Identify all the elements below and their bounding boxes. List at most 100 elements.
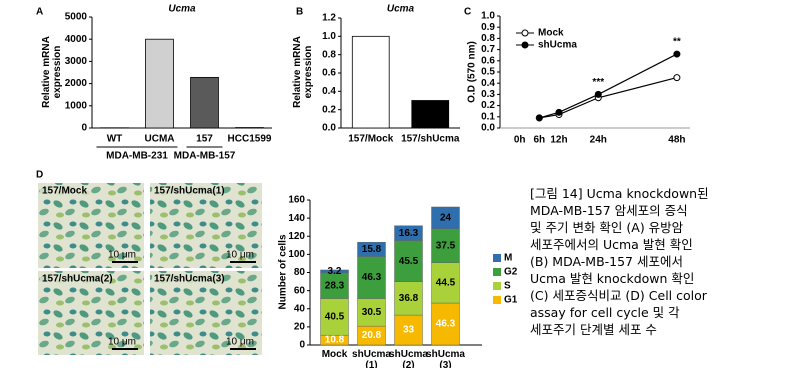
annotation: ** [673, 37, 681, 48]
bar-segment [320, 298, 349, 336]
legend-label: G2 [504, 267, 518, 278]
y-tick-label: 2000 [65, 78, 88, 89]
bar-segment [357, 241, 386, 257]
point [594, 90, 602, 98]
legend-label: M [504, 253, 512, 264]
data-label: 3.2 [328, 266, 342, 277]
x-tick-label: shUcma (2) [389, 349, 428, 368]
x-tick-label: Mock [321, 349, 348, 360]
y-tick-label: 0.9 [481, 22, 495, 33]
caption-line: MDA-MB-157 암세포의 증식 [530, 203, 688, 218]
data-label: 10.8 [325, 335, 345, 346]
scale-label: 10 μm [108, 337, 136, 348]
y-axis-label: Number of cells [277, 234, 289, 310]
bar-segment [431, 206, 460, 229]
bar-segment [394, 281, 423, 316]
data-label: 30.5 [362, 307, 382, 318]
legend-swatch [493, 282, 501, 290]
data-label: 46.3 [362, 272, 382, 283]
y-tick-label: 1.0 [481, 11, 495, 22]
label-bg [40, 273, 110, 285]
bar-segment [357, 256, 386, 299]
x-tick-label: 157 [196, 134, 213, 145]
caption-line: (C) 세포증식비교 (D) Cell color [530, 288, 707, 303]
legend-label: S [504, 281, 511, 292]
point [555, 108, 563, 116]
legend-label: Mock [538, 28, 564, 39]
data-label: 20.8 [362, 330, 382, 341]
x-tick-label: UCMA [145, 134, 175, 145]
y-tick-label: 120 [288, 231, 305, 242]
label-bg [152, 185, 224, 197]
bar-segment [320, 269, 349, 274]
bar-segment [357, 298, 386, 327]
x-tick-label: shUcma (3) [426, 349, 465, 368]
data-label: 15.8 [362, 244, 382, 255]
chart-title: Ucma [168, 4, 196, 15]
data-label: 44.5 [436, 278, 456, 289]
legend-swatch [493, 254, 501, 262]
y-tick-label: 0.3 [481, 89, 495, 100]
micrograph-group: 157/Mock 157/shUcma(1) 157/shUcma(2) 157… [38, 183, 262, 355]
caption-line: assay for cell cycle 및 각 [530, 305, 680, 320]
label-bg [40, 185, 90, 197]
scale-label: 10 μm [226, 250, 254, 261]
micrograph-label: 157/shUcma(2) [42, 274, 113, 285]
data-label: 24 [440, 212, 452, 223]
bar [411, 100, 450, 129]
label-bg [152, 273, 224, 285]
bar-segment [394, 225, 423, 241]
panel-letter: B [296, 7, 303, 18]
point [535, 114, 543, 122]
x-tick-label: WT [107, 134, 123, 145]
data-label: 33 [403, 325, 415, 336]
y-tick-label: 0.4 [322, 86, 336, 97]
caption-line: 세포주기 단계별 세포 수 [530, 322, 657, 337]
panel-letter: A [36, 7, 43, 18]
x-tick-label: 6h [533, 135, 545, 146]
y-axis-label: O.D (570 nm) [466, 41, 478, 103]
bar-segment [394, 314, 423, 346]
chart-title: Ucma [387, 4, 415, 15]
micrograph-label: 157/Mock [42, 186, 87, 197]
y-axis-label: Relative mRNA expression [41, 36, 63, 108]
y-tick-label: 80 [294, 267, 306, 278]
y-tick-label: 0.5 [481, 67, 495, 78]
bar-segment [431, 302, 460, 346]
y-tick-label: 0.2 [481, 100, 495, 111]
legend-marker [521, 29, 529, 37]
y-tick-label: 0.2 [322, 104, 336, 115]
scale-label: 10 μm [226, 337, 254, 348]
data-label: 36.8 [399, 293, 419, 304]
x-tick-label: 12h [550, 135, 567, 146]
y-tick-label: 0.8 [481, 33, 495, 44]
y-tick-label: 140 [288, 213, 305, 224]
micrograph [150, 183, 262, 268]
y-tick-label: 40 [294, 303, 306, 314]
data-label: 46.3 [436, 319, 456, 330]
x-tick-label: HCC1599 [228, 134, 272, 145]
y-tick-label: 0.0 [322, 123, 336, 134]
y-tick-label: 1000 [65, 100, 88, 111]
caption-line: 세포주에서의 Ucma 발현 확인 [530, 237, 693, 252]
y-tick-label: 0.6 [481, 55, 495, 66]
bar [145, 38, 174, 129]
data-label: 40.5 [325, 312, 345, 323]
panel-letter: D [36, 170, 43, 181]
y-tick-label: 1.0 [322, 31, 336, 42]
y-tick-label: 60 [294, 285, 306, 296]
point [673, 74, 681, 82]
y-tick-label: 160 [288, 195, 305, 206]
micrograph-label: 157/shUcma(3) [154, 274, 225, 285]
micrograph-label: 157/shUcma(1) [154, 186, 225, 197]
y-tick-label: 4000 [65, 34, 88, 45]
y-tick-label: 0.4 [481, 78, 495, 89]
y-tick-label: 0.7 [481, 44, 495, 55]
x-tick-label: 48h [668, 135, 685, 146]
caption-line: [그림 14] Ucma knockdown된 [530, 186, 709, 201]
legend-label: shUcma [538, 40, 577, 51]
x-tick-label: 0h [514, 135, 526, 146]
y-tick-label: 0.0 [481, 123, 495, 134]
y-tick-label: 1.2 [322, 13, 336, 24]
